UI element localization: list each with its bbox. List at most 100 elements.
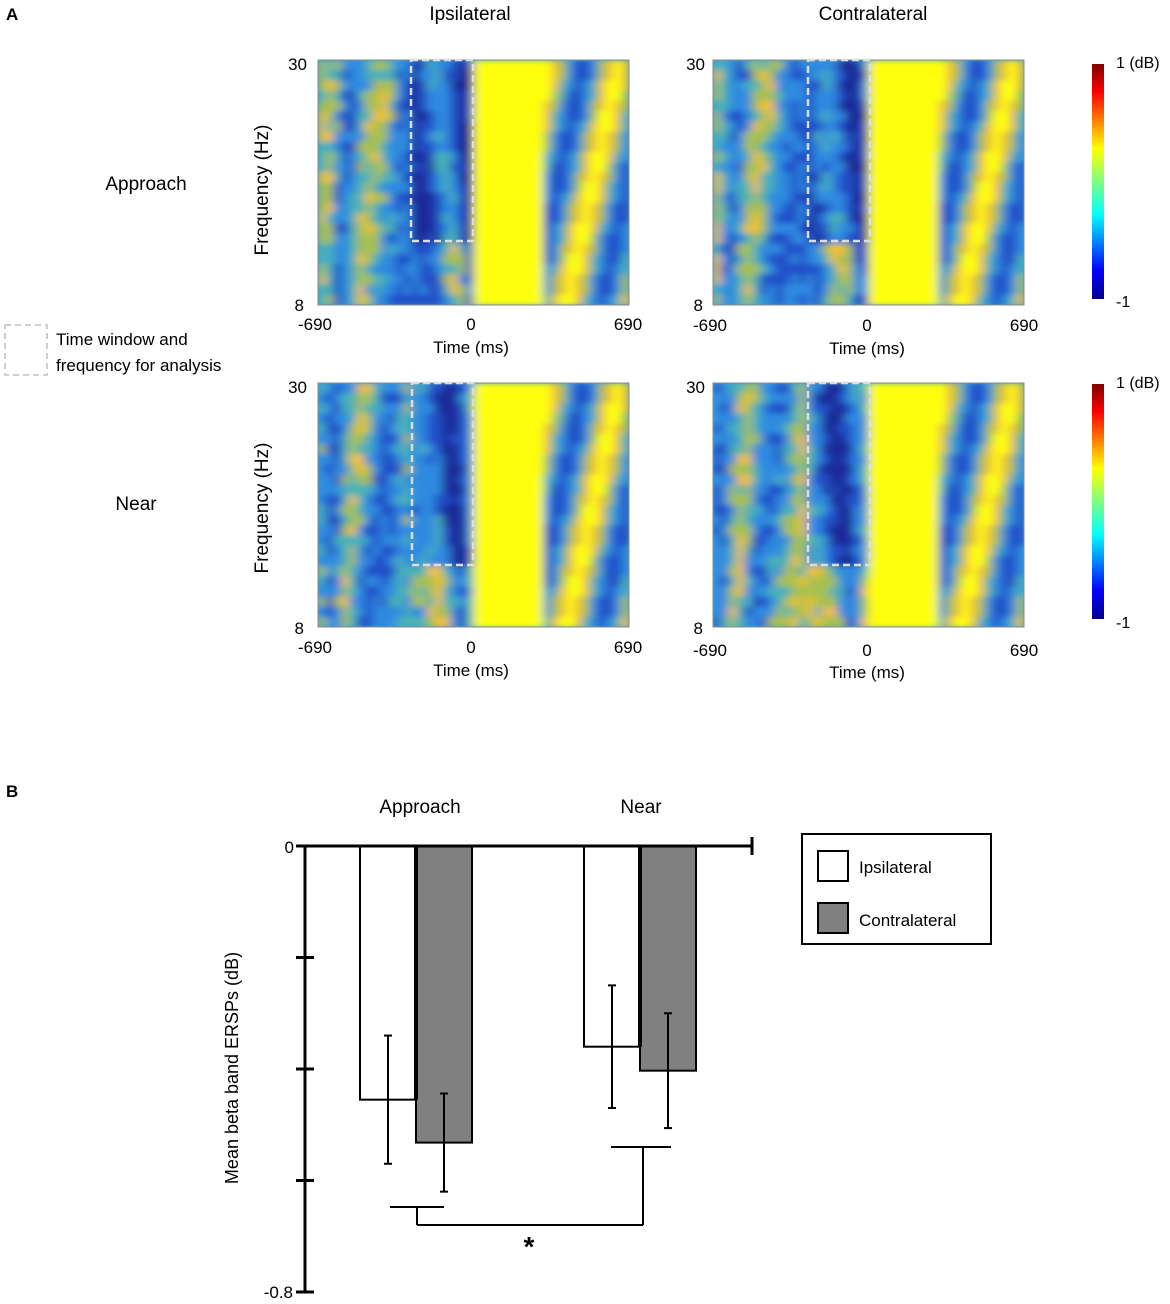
heatmap-cell (597, 254, 607, 266)
heatmap-cell (767, 274, 777, 286)
heatmap-cell (333, 474, 343, 486)
heatmap-cell (759, 111, 769, 123)
heatmap-cell (930, 484, 940, 496)
heatmap-cell (977, 413, 987, 425)
heatmap-cell (473, 213, 483, 225)
heatmap-cell (372, 494, 382, 506)
heatmap-cell (969, 162, 979, 174)
heatmap-cell (380, 545, 389, 557)
colorbar-max-label: 1 (dB) (1116, 375, 1160, 392)
heatmap-cell (582, 616, 592, 627)
heatmap-cell (520, 606, 529, 618)
heatmap-cell (566, 444, 576, 456)
heatmap-cell (349, 454, 358, 466)
heatmap-cell (426, 444, 436, 456)
heatmap-cell (977, 172, 987, 184)
heatmap-cell (535, 576, 545, 588)
heatmap-cell (790, 131, 800, 143)
heatmap-cell (992, 535, 1002, 547)
heatmap-cell (411, 274, 421, 286)
heatmap-cell (527, 474, 537, 486)
heatmap-cell (899, 423, 909, 435)
heatmap-cell (411, 545, 421, 557)
heatmap-cell (621, 413, 629, 425)
heatmap-cell (930, 525, 940, 537)
heatmap-cell (860, 172, 870, 184)
heatmap-cell (481, 182, 491, 194)
heatmap-cell (318, 90, 327, 102)
heatmap-cell (605, 264, 615, 276)
heatmap-cell (481, 494, 491, 506)
heatmap-cell (512, 192, 522, 204)
heatmap-cell (597, 596, 607, 608)
heatmap-cell (504, 423, 514, 435)
heatmap-cell (473, 162, 483, 174)
heatmap-cell (1016, 264, 1024, 276)
heatmap-cell (356, 505, 366, 517)
heatmap-cell (751, 80, 761, 92)
heatmap-cell (837, 60, 847, 72)
heatmap-cell (364, 243, 374, 255)
heatmap-cell (899, 233, 909, 245)
heatmap-cell (590, 223, 599, 235)
heatmap-cell (349, 182, 358, 194)
heatmap-cell (837, 484, 847, 496)
heatmap-cell (458, 223, 467, 235)
heatmap-cell (1008, 192, 1018, 204)
heatmap-cell (868, 284, 878, 296)
heatmap-cell (946, 566, 956, 578)
heatmap-cell (333, 403, 343, 415)
heatmap-cell (535, 535, 545, 547)
heatmap-cell (930, 70, 940, 82)
heatmap-cell (535, 202, 545, 215)
heatmap-cell (783, 616, 792, 627)
heatmap-cell (512, 403, 522, 415)
heatmap-cell (969, 444, 979, 456)
heatmap-cell (590, 423, 599, 435)
heatmap-cell (481, 525, 491, 537)
heatmap-cell (434, 444, 444, 456)
heatmap-cell (442, 555, 452, 567)
heatmap-cell (853, 383, 862, 395)
heatmap-cell (884, 294, 893, 305)
heatmap-cell (341, 423, 351, 435)
heatmap-cell (876, 90, 886, 102)
heatmap-cell (551, 525, 561, 537)
heatmap-cell (930, 141, 940, 153)
heatmap-cell (876, 525, 886, 537)
heatmap-cell (720, 202, 730, 215)
heatmap-cell (806, 393, 816, 405)
heatmap-cell (977, 566, 987, 578)
heatmap-cell (426, 515, 436, 527)
heatmap-cell (621, 111, 629, 123)
heatmap-cell (1000, 515, 1010, 527)
heatmap-cell (613, 596, 623, 608)
heatmap-cell (582, 254, 592, 266)
heatmap-cell (728, 223, 738, 235)
heatmap-cell (783, 213, 792, 225)
heatmap-cell (426, 284, 436, 296)
heatmap-cell (543, 264, 553, 276)
heatmap-cell (543, 223, 553, 235)
heatmap-cell (1000, 284, 1010, 296)
heatmap-cell (426, 264, 436, 276)
heatmap-cell (442, 111, 452, 123)
heatmap-cell (388, 121, 397, 133)
heatmap-cell (829, 413, 839, 425)
heatmap-cell (985, 515, 994, 527)
heatmap-cell (388, 162, 397, 174)
heatmap-cell (481, 172, 491, 184)
heatmap-cell (720, 90, 730, 102)
heatmap-cell (985, 545, 994, 557)
heatmap-cell (922, 264, 932, 276)
heatmap-cell (1000, 294, 1010, 305)
heatmap-cell (969, 70, 979, 82)
heatmap-cell (969, 111, 979, 123)
heatmap-cell (349, 474, 358, 486)
heatmap-cell (759, 294, 769, 305)
heatmap-cell (426, 294, 436, 305)
heatmap-cell (349, 284, 358, 296)
heatmap-cell (922, 192, 932, 204)
heatmap-cell (419, 535, 428, 547)
heatmap-cell (318, 433, 327, 445)
